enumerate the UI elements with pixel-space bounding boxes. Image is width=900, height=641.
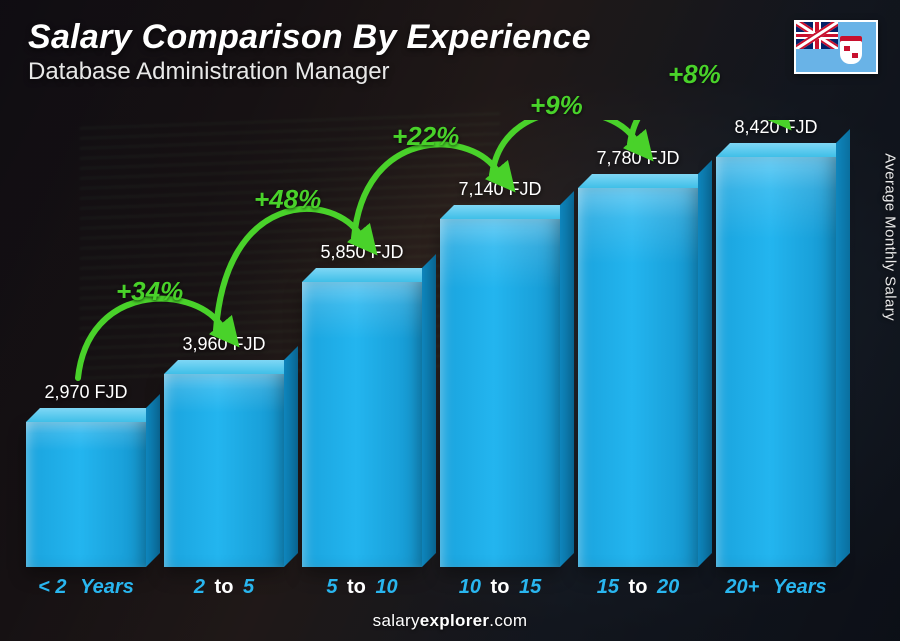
page-title: Salary Comparison By Experience (28, 18, 591, 57)
x-label-part: 15 (597, 576, 619, 598)
x-label-sep: to (205, 576, 243, 598)
bar-value-label: 8,420 FJD (696, 117, 856, 138)
x-label: 20+ Years (706, 576, 846, 599)
x-label: < 2 Years (16, 576, 156, 599)
bar-chart: 2,970 FJD3,960 FJD5,850 FJD7,140 FJD7,78… (14, 120, 854, 593)
growth-arc-label: +48% (254, 184, 321, 215)
growth-arc-label: +34% (116, 276, 183, 307)
bar-value-label: 7,780 FJD (558, 148, 718, 169)
x-label-sep: to (337, 576, 375, 598)
x-label: 15 to 20 (568, 576, 708, 599)
x-label-sep: to (481, 576, 519, 598)
x-label: 2 to 5 (154, 576, 294, 599)
growth-arc-label: +8% (668, 59, 721, 90)
footer-prefix: salary (373, 611, 420, 630)
x-label-part: 20+ (725, 576, 759, 598)
growth-arc-label: +22% (392, 121, 459, 152)
x-label-part: 20 (657, 576, 679, 598)
x-label-part: 2 (194, 576, 205, 598)
fiji-flag-icon (794, 20, 878, 74)
x-axis-labels: < 2 Years2 to 55 to 1010 to 1515 to 2020… (14, 573, 854, 599)
bar-body (164, 374, 284, 567)
bar-value-label: 5,850 FJD (282, 242, 442, 263)
infographic-stage: Salary Comparison By Experience Database… (0, 0, 900, 641)
bar-body (440, 219, 560, 567)
bar-body (578, 188, 698, 567)
bar-value-label: 3,960 FJD (144, 334, 304, 355)
bar-value-label: 2,970 FJD (6, 382, 166, 403)
x-label-part: Years (773, 576, 827, 598)
page-subtitle: Database Administration Manager (28, 58, 390, 86)
x-label-part: < 2 (38, 576, 66, 598)
footer-suffix: .com (489, 611, 527, 630)
x-label-part: 10 (375, 576, 397, 598)
x-label-part: 5 (243, 576, 254, 598)
x-label: 5 to 10 (292, 576, 432, 599)
y-axis-label: Average Monthly Salary (882, 153, 899, 321)
x-label-part: Years (80, 576, 134, 598)
x-label-part: 5 (326, 576, 337, 598)
footer-bold: explorer (420, 611, 490, 630)
growth-arc-label: +9% (530, 90, 583, 121)
bar-body (26, 422, 146, 567)
x-label-sep: to (619, 576, 657, 598)
bar-value-label: 7,140 FJD (420, 179, 580, 200)
bar-body (302, 282, 422, 567)
x-label-part: 15 (519, 576, 541, 598)
footer-credit: salaryexplorer.com (0, 611, 900, 631)
x-label-part: 10 (459, 576, 481, 598)
x-label: 10 to 15 (430, 576, 570, 599)
bar-body (716, 157, 836, 567)
